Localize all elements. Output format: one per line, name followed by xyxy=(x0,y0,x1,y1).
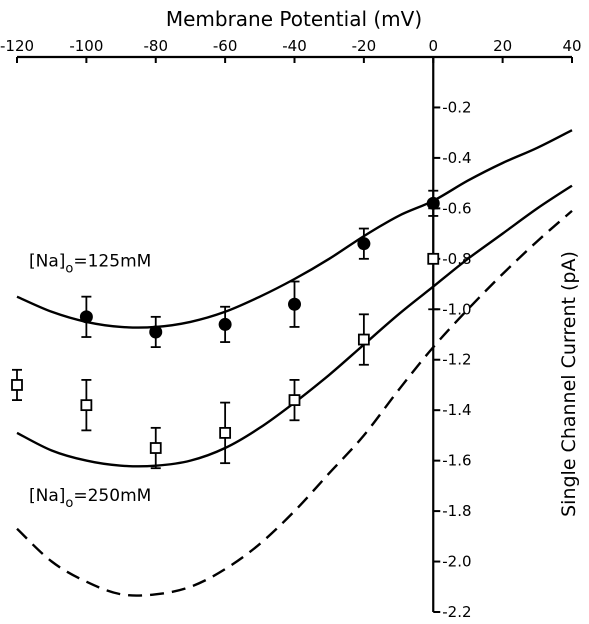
point-na125 xyxy=(79,310,93,324)
point-na250 xyxy=(219,426,232,439)
y-axis: -0.2 -0.4 -0.6 -0.8 -1.0 -1.2 -1.4 -1.6 -1.8 -2.0… xyxy=(432,57,472,621)
y-tick-label: -1.8 xyxy=(442,502,471,520)
point-na125 xyxy=(288,297,301,311)
point-na125 xyxy=(149,325,163,339)
chart-title: Membrane Potential (mV) xyxy=(166,7,422,31)
y-tick-label: -1.0 xyxy=(442,300,471,318)
x-axis: -120 -100 -80 -60 -40 -20 0 20 40 xyxy=(0,37,582,63)
fit-curve-0 xyxy=(16,129,573,329)
y-tick-label: -1.6 xyxy=(442,452,471,470)
point-na250 xyxy=(80,399,93,412)
x-tick-label: 0 xyxy=(428,37,438,55)
label-main: [Na] xyxy=(29,251,65,271)
point-na125 xyxy=(357,237,371,251)
y-tick-label: -0.8 xyxy=(442,250,471,268)
x-tick-label: -80 xyxy=(144,37,169,55)
fit-curve-2 xyxy=(16,209,573,597)
x-tick-label: -40 xyxy=(282,37,307,55)
label-main: [Na] xyxy=(29,486,65,506)
y-tick-label: -0.2 xyxy=(442,98,471,116)
point-na250 xyxy=(149,442,162,454)
point-na250 xyxy=(357,333,370,346)
label-rest: =250mM xyxy=(73,486,151,506)
annotations: [Na]o=125mM[Na]o=250mM xyxy=(29,251,151,511)
y-tick-label: -2.0 xyxy=(442,553,471,571)
point-na250 xyxy=(11,379,23,391)
concentration-label: [Na]o=125mM xyxy=(29,251,151,276)
x-tick-label: 20 xyxy=(493,37,512,55)
y-tick-label: -0.4 xyxy=(442,149,471,167)
y-tick-label: -1.4 xyxy=(442,401,471,419)
x-tick-label: -120 xyxy=(0,37,34,55)
x-tick-label: -100 xyxy=(69,37,103,55)
label-rest: =125mM xyxy=(73,251,151,271)
y-axis-label: Single Channel Current (pA) xyxy=(558,251,580,517)
point-na125 xyxy=(426,196,440,210)
concentration-label: [Na]o=250mM xyxy=(29,486,151,511)
x-tick-label: -60 xyxy=(213,37,238,55)
y-tick-label: -2.2 xyxy=(442,603,471,621)
y-tick-label: -1.2 xyxy=(442,351,471,369)
fit-curves xyxy=(16,129,573,597)
data-points xyxy=(11,189,440,470)
label-sub: o xyxy=(65,496,73,511)
label-sub: o xyxy=(65,261,73,276)
point-na125 xyxy=(218,317,232,331)
y-tick-label: -0.6 xyxy=(442,199,471,217)
point-na250 xyxy=(427,252,440,265)
point-na250 xyxy=(288,394,301,406)
x-tick-label: -20 xyxy=(352,37,377,55)
x-tick-label: 40 xyxy=(562,37,581,55)
